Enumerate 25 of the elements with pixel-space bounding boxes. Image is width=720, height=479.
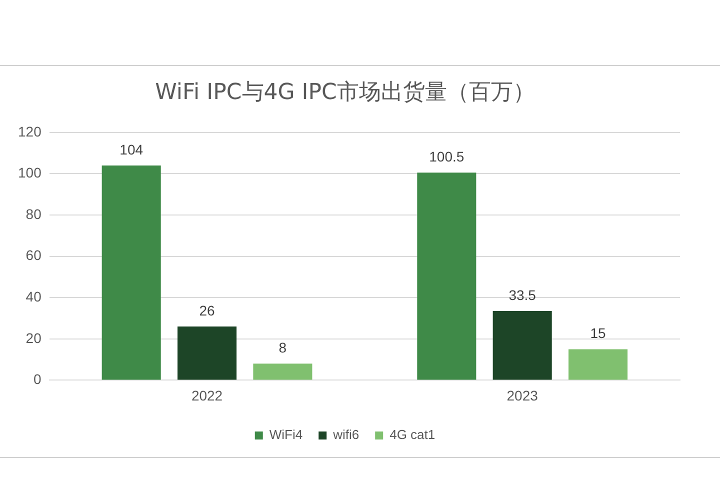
data-label: 100.5 [429, 148, 464, 165]
y-tick-label: 80 [26, 206, 42, 222]
bar [492, 311, 552, 380]
y-tick-label: 120 [18, 123, 42, 140]
y-tick-label: 0 [34, 371, 42, 388]
y-tick-label: 60 [26, 247, 42, 264]
y-tick-label: 100 [18, 164, 42, 181]
legend-label: wifi6 [332, 427, 360, 442]
data-label: 15 [590, 325, 606, 342]
bar [178, 326, 237, 380]
data-label: 26 [199, 302, 216, 318]
data-label: 104 [120, 141, 144, 158]
bar [253, 364, 312, 380]
bar [568, 349, 628, 380]
data-label: 33.5 [508, 286, 536, 303]
legend-label: 4G cat1 [390, 427, 436, 442]
chart-title: WiFi IPC与4G IPC市场出货量（百万） [155, 80, 535, 105]
bar [102, 165, 161, 380]
x-tick-label: 2022 [191, 387, 223, 404]
data-label: 8 [278, 340, 287, 356]
y-tick-label: 20 [26, 330, 42, 346]
x-tick-label: 2023 [506, 387, 538, 404]
bar [417, 172, 476, 380]
y-tick-label: 40 [26, 288, 42, 304]
legend-label: WiFi4 [269, 427, 303, 442]
